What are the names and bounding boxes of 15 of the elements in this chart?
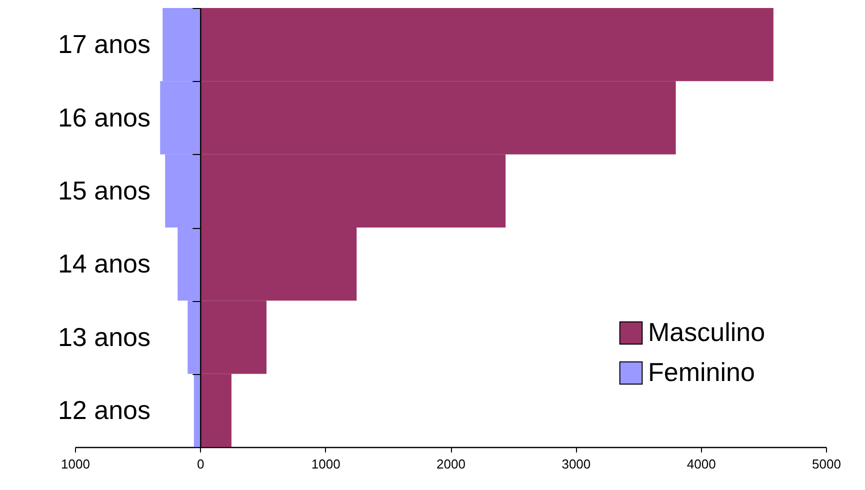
y-tick-label: 14 anos (58, 248, 150, 279)
x-tick-label: 4000 (686, 456, 716, 472)
x-tick-label: 5000 (812, 456, 841, 472)
y-tick-label: 15 anos (58, 175, 150, 206)
x-tick-label: 0 (197, 456, 204, 472)
y-tick-label: 13 anos (58, 322, 150, 352)
y-tick-label: 12 anos (58, 394, 150, 425)
x-tick-label: 2000 (436, 456, 466, 472)
legend-label: Masculino (648, 317, 766, 347)
x-tick-label: 1000 (61, 456, 90, 472)
y-tick-label: 17 anos (58, 29, 150, 60)
x-tick-label: 3000 (562, 456, 591, 472)
y-tick-label: 16 anos (58, 102, 150, 132)
legend-label: Feminino (648, 357, 755, 387)
x-tick-label: 1000 (311, 456, 340, 472)
